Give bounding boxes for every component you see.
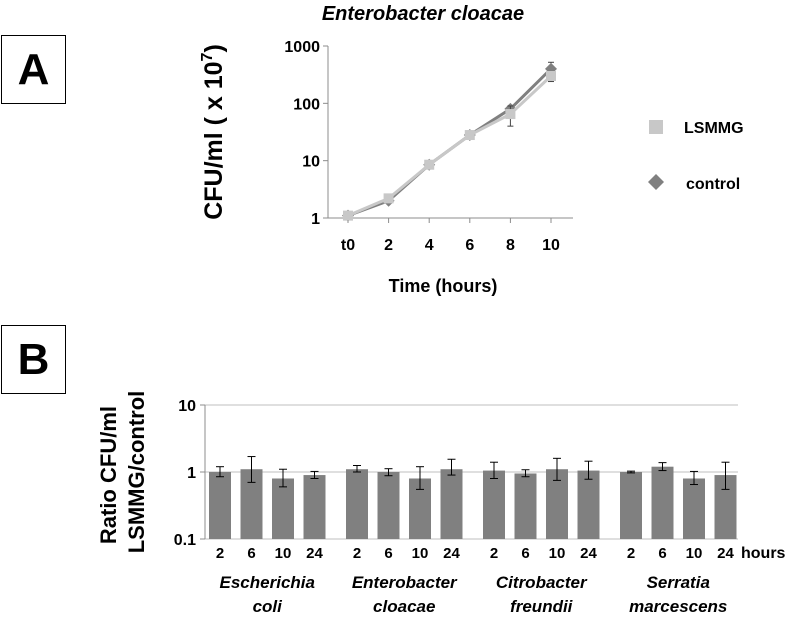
bar [514, 473, 537, 539]
group-label-line1: Escherichia [220, 573, 315, 592]
legend-marker-lsmmg [649, 120, 663, 134]
bar [409, 478, 431, 539]
bar [209, 472, 231, 539]
x-tick-label: 2 [384, 237, 393, 254]
hour-tick-label: 6 [521, 545, 529, 562]
data-point-lsmmg [383, 193, 394, 204]
bar [651, 466, 674, 539]
series-line-control [347, 67, 553, 218]
hour-tick-label: 6 [384, 545, 392, 562]
group-label-line1: Enterobacter [352, 573, 458, 592]
hour-tick-label: 24 [443, 545, 460, 562]
legend-marker-control [648, 174, 664, 190]
legend-label-control: control [686, 176, 740, 193]
y-tick-label: 0.1 [174, 532, 196, 549]
y-tick-label: 1000 [284, 39, 320, 56]
group-label-line2: cloacae [373, 597, 435, 616]
hour-tick-label: 10 [549, 545, 566, 562]
legend: LSMMG control [648, 120, 744, 193]
x-tick-label: 4 [425, 237, 434, 254]
y-tick-label: 1 [311, 211, 320, 228]
data-point-lsmmg [464, 130, 475, 141]
bar [620, 472, 642, 539]
bar [546, 469, 568, 539]
group-label-line2: marcescens [629, 597, 727, 616]
data-point-lsmmg [505, 109, 516, 120]
bar [683, 478, 705, 539]
group-label-line1: Citrobacter [496, 573, 588, 592]
panel-b-label: B [1, 325, 66, 394]
y-tick-label: 10 [302, 154, 320, 171]
hour-tick-label: 6 [658, 545, 666, 562]
group-label-line2: freundii [510, 597, 574, 616]
legend-label-lsmmg: LSMMG [684, 120, 744, 137]
hour-tick-label: 2 [490, 545, 498, 562]
x-tick-label: t0 [341, 237, 355, 254]
bar [240, 469, 263, 539]
chart-a-xlabel: Time (hours) [389, 276, 498, 296]
ratio-bar-chart: Ratio CFU/ml LSMMG/control 0.1 1 10 2 6 10 24… [96, 391, 786, 616]
bar [303, 475, 326, 539]
chart-b-ylabel: Ratio CFU/ml LSMMG/control [96, 391, 149, 554]
hour-tick-label: 10 [686, 545, 703, 562]
chart-a-title: Enterobacter cloacae [322, 3, 524, 25]
bar [714, 475, 737, 539]
chart-a-ylabel: CFU/ml ( x 107) [199, 44, 228, 220]
x-tick-label: 6 [465, 237, 474, 254]
hour-tick-label: 24 [580, 545, 597, 562]
hour-tick-label: 24 [717, 545, 734, 562]
bar [483, 470, 505, 539]
panel-a-label: A [1, 35, 66, 104]
hour-tick-label: 2 [216, 545, 224, 562]
hour-tick-label: 2 [627, 545, 635, 562]
bar [272, 478, 294, 539]
y-tick-label: 1 [187, 465, 196, 482]
bar [577, 470, 600, 539]
series-line-lsmmg [347, 74, 553, 218]
bar [346, 469, 368, 539]
hour-tick-label: 6 [247, 545, 255, 562]
group-label-line1: Serratia [647, 573, 710, 592]
bar [440, 469, 463, 539]
x-tick-label: 8 [506, 237, 515, 254]
hour-tick-label: 2 [353, 545, 361, 562]
hour-tick-label: 24 [306, 545, 323, 562]
x-unit-label: hours [741, 545, 786, 562]
x-tick-label: 10 [542, 237, 560, 254]
data-point-lsmmg [424, 159, 435, 170]
data-point-lsmmg [546, 70, 556, 81]
hour-tick-label: 10 [275, 545, 292, 562]
group-label-line2: coli [253, 597, 284, 616]
y-tick-label: 10 [178, 398, 196, 415]
y-tick-label: 100 [293, 96, 320, 113]
hour-tick-label: 10 [412, 545, 429, 562]
bar [377, 472, 400, 539]
data-point-lsmmg [343, 210, 353, 221]
